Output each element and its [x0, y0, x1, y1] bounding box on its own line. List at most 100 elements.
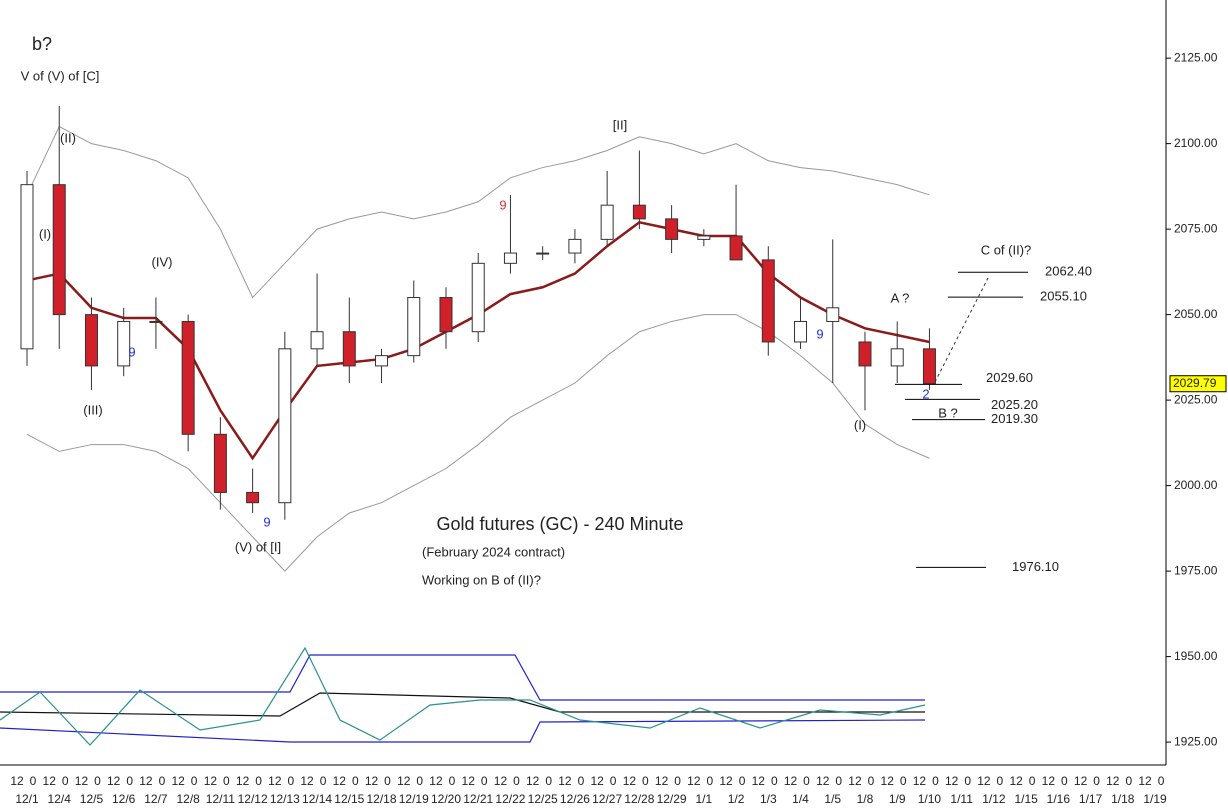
hour-label: 0 [674, 774, 681, 788]
level-label: 2062.40 [1045, 264, 1092, 279]
x-tick-label: 12/26 [560, 792, 590, 806]
hour-label: 12 [816, 774, 830, 788]
hour-label: 0 [1061, 774, 1068, 788]
hour-label: 12 [462, 774, 476, 788]
annotation: [II] [613, 117, 627, 132]
hour-label: 0 [739, 774, 746, 788]
hour-label: 0 [223, 774, 230, 788]
hour-label: 12 [881, 774, 895, 788]
hour-label: 12 [1106, 774, 1120, 788]
hour-label: 0 [803, 774, 810, 788]
hour-label: 12 [333, 774, 347, 788]
x-tick-label: 12/20 [431, 792, 461, 806]
hour-label: 12 [397, 774, 411, 788]
candle-body [503, 252, 517, 264]
candle-body [471, 262, 485, 333]
hour-label: 12 [10, 774, 24, 788]
x-tick-label: 12/22 [495, 792, 525, 806]
x-tick-label: 12/6 [112, 792, 136, 806]
hour-label: 0 [932, 774, 939, 788]
hour-label: 12 [75, 774, 89, 788]
hour-label: 12 [752, 774, 766, 788]
indicator-panel [0, 646, 926, 746]
hour-label: 0 [30, 774, 37, 788]
hour-label: 12 [784, 774, 798, 788]
hour-label: 12 [171, 774, 185, 788]
hour-label: 12 [526, 774, 540, 788]
hour-label: 12 [945, 774, 959, 788]
hour-label: 12 [1138, 774, 1152, 788]
annotation: b? [32, 34, 52, 54]
x-tick-label: 1/18 [1111, 792, 1135, 806]
candle-body [439, 297, 453, 333]
hour-label: 12 [848, 774, 862, 788]
level-label: 2055.10 [1040, 289, 1087, 304]
annotation: (V) of [I] [235, 539, 281, 554]
x-tick-label: 12/14 [302, 792, 332, 806]
hour-label: 0 [642, 774, 649, 788]
x-tick-label: 1/11 [950, 792, 973, 806]
hour-label: 12 [655, 774, 669, 788]
hour-label: 0 [1125, 774, 1132, 788]
candle-body [632, 204, 646, 220]
projection-arrow [934, 277, 989, 383]
hour-label: 0 [94, 774, 101, 788]
last-price-label: 2029.79 [1173, 376, 1217, 390]
annotation: A ? [891, 290, 910, 305]
candle-body [342, 331, 356, 367]
y-tick-label: 2125.00 [1174, 50, 1218, 64]
y-tick-label: 2050.00 [1174, 307, 1218, 321]
hour-label: 0 [900, 774, 907, 788]
subtitle: (February 2024 contract) [422, 544, 565, 559]
candle-body [665, 218, 679, 240]
x-tick-label: 12/5 [80, 792, 104, 806]
hour-label: 12 [236, 774, 250, 788]
annotation: V of (V) of [C] [21, 68, 100, 83]
candle-body [826, 307, 840, 322]
hour-label: 12 [204, 774, 218, 788]
hour-label: 0 [964, 774, 971, 788]
hour-label: 0 [835, 774, 842, 788]
candle-body [697, 235, 711, 240]
hour-label: 12 [719, 774, 733, 788]
x-tick-label: 1/3 [760, 792, 777, 806]
annotation: B ? [938, 405, 958, 420]
hour-label: 0 [1093, 774, 1100, 788]
hour-label: 0 [1158, 774, 1165, 788]
y-tick-label: 2100.00 [1174, 136, 1218, 150]
candle-body [536, 252, 550, 255]
hour-label: 12 [107, 774, 121, 788]
annotation: 9 [499, 197, 506, 212]
hour-label: 12 [365, 774, 379, 788]
chart-title: Gold futures (GC) - 240 Minute [436, 514, 683, 534]
x-tick-label: 12/15 [334, 792, 364, 806]
y-tick-label: 1975.00 [1174, 563, 1218, 577]
hour-label: 0 [62, 774, 69, 788]
y-tick-label: 2025.00 [1174, 392, 1218, 406]
x-tick-label: 12/29 [657, 792, 687, 806]
candle-body [52, 184, 66, 316]
annotation: 9 [128, 344, 135, 359]
x-tick-label: 1/9 [889, 792, 906, 806]
hour-label: 0 [545, 774, 552, 788]
hour-label: 0 [320, 774, 327, 788]
candle-body [568, 238, 582, 254]
candle-body [890, 348, 904, 367]
note: Working on B of (II)? [422, 572, 541, 587]
x-tick-label: 1/17 [1079, 792, 1103, 806]
candle-body [729, 235, 743, 261]
last-price-box [1169, 375, 1227, 393]
hour-label: 0 [126, 774, 133, 788]
hour-label: 12 [494, 774, 508, 788]
annotation: 9 [816, 326, 823, 341]
x-tick-label: 12/18 [367, 792, 397, 806]
hour-label: 0 [578, 774, 585, 788]
x-tick-label: 1/16 [1047, 792, 1071, 806]
x-tick-label: 1/5 [824, 792, 841, 806]
hour-label: 0 [191, 774, 198, 788]
hour-label: 0 [255, 774, 262, 788]
y-tick-label: 2075.00 [1174, 221, 1218, 235]
x-tick-label: 12/12 [238, 792, 268, 806]
candle-body [858, 341, 872, 367]
